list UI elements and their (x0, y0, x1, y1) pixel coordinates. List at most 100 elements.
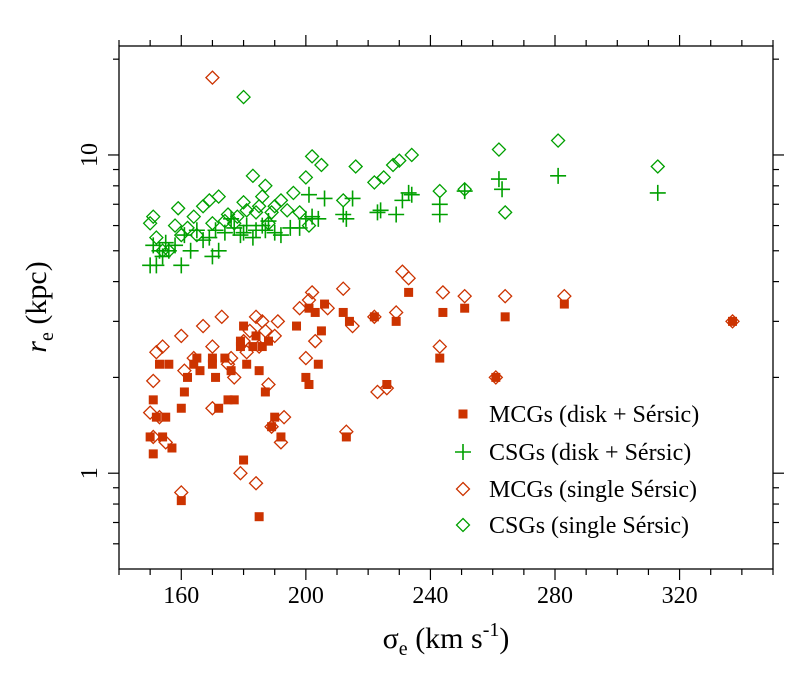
data-point (338, 307, 348, 317)
data-point (158, 432, 168, 442)
tick-labels: 160 200 240 280 320 1 10 (77, 143, 698, 609)
data-point (220, 207, 236, 222)
data-point (341, 432, 351, 442)
data-point (301, 218, 317, 233)
data-point (223, 210, 240, 227)
data-point (266, 224, 283, 241)
legend-marker (455, 517, 471, 533)
data-point (267, 328, 283, 344)
data-point (226, 369, 242, 385)
data-point (167, 443, 177, 453)
data-point (270, 412, 280, 422)
data-point (214, 403, 224, 413)
data-point (382, 379, 392, 389)
data-point (490, 171, 507, 188)
data-point (260, 213, 277, 230)
data-point (310, 210, 327, 227)
x-tick-label: 200 (288, 583, 324, 609)
data-point (145, 373, 161, 389)
data-point (385, 157, 401, 173)
data-point (254, 189, 270, 205)
data-point (254, 512, 264, 522)
data-point (369, 204, 386, 221)
data-point (248, 342, 258, 352)
data-point (157, 234, 174, 251)
data-point (263, 336, 273, 346)
data-point (220, 353, 230, 363)
data-point (370, 384, 385, 400)
data-point (205, 215, 220, 231)
data-point (285, 185, 301, 201)
data-point (460, 303, 470, 313)
data-point (272, 227, 289, 244)
data-point (279, 202, 295, 218)
x-axis-title-sub: e (399, 638, 408, 660)
data-point (167, 218, 183, 233)
legend-label: CSGs (single Sérsic) (489, 513, 689, 539)
data-point (335, 206, 352, 223)
data-point (276, 409, 292, 425)
data-point (183, 372, 193, 382)
data-point (189, 227, 205, 243)
data-point (728, 316, 738, 326)
data-point (233, 465, 248, 481)
data-point (344, 316, 354, 326)
plot-frame (118, 45, 774, 570)
data-point (291, 219, 308, 236)
data-point (292, 300, 308, 316)
data-point (431, 206, 448, 223)
data-point (216, 224, 233, 241)
data-point (267, 198, 283, 214)
x-axis-title-main: σ (383, 622, 399, 655)
data-point (251, 198, 267, 214)
data-point (239, 455, 249, 465)
data-point (300, 186, 317, 203)
data-point (151, 412, 161, 422)
series-1 (142, 167, 666, 274)
data-point (310, 307, 320, 317)
data-point (273, 192, 289, 208)
data-point (180, 220, 195, 236)
data-point (338, 210, 355, 227)
data-point (201, 192, 217, 208)
data-point (239, 321, 249, 331)
data-point (167, 237, 184, 254)
data-point (400, 184, 417, 201)
data-point (550, 167, 567, 184)
data-point (192, 353, 202, 363)
data-point (173, 328, 189, 344)
legend: MCGs (disk + Sérsic) CSGs (disk + Sérsic)… (455, 402, 699, 539)
series-2 (142, 70, 740, 500)
data-point (298, 170, 314, 185)
data-point (142, 405, 158, 421)
data-point (435, 284, 451, 300)
data-point (179, 387, 189, 397)
data-point (195, 366, 205, 376)
data-point (257, 222, 274, 239)
data-point (142, 215, 158, 231)
legend-marker (455, 444, 471, 460)
data-point (248, 309, 264, 325)
data-point (491, 142, 507, 157)
data-point (401, 270, 417, 286)
data-point (254, 366, 264, 376)
data-point (148, 395, 158, 405)
x-tick-label: 160 (163, 583, 199, 609)
data-point (207, 353, 217, 363)
data-point (276, 432, 286, 442)
y-axis-title-main: r (20, 341, 53, 353)
data-point (238, 217, 255, 234)
data-point (176, 496, 186, 506)
axis-ticks (108, 35, 784, 580)
data-point (226, 219, 243, 236)
data-point (201, 229, 218, 246)
data-point (270, 313, 286, 329)
data-point (301, 372, 311, 382)
data-point (366, 174, 382, 190)
data-point (145, 432, 155, 442)
data-point (304, 208, 321, 225)
data-point (314, 157, 329, 173)
data-point (650, 159, 666, 174)
data-point (195, 232, 212, 249)
